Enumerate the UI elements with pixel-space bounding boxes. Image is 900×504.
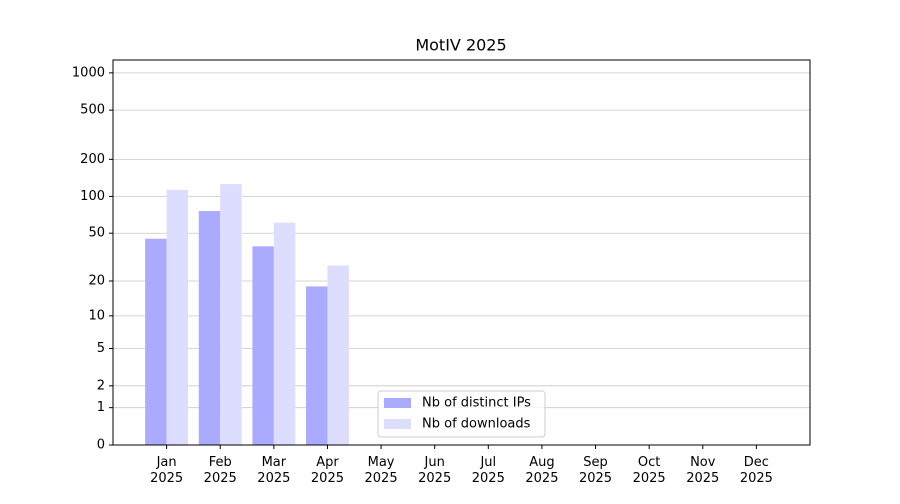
x-tick-label: Feb 2025 [204, 455, 237, 486]
x-tick-label: May 2025 [365, 455, 398, 486]
legend: Nb of distinct IPs Nb of downloads [377, 390, 546, 438]
bar [166, 189, 189, 445]
bar [145, 238, 167, 445]
x-tick-label: Sep 2025 [579, 455, 612, 486]
x-tick-label: Jun 2025 [418, 455, 451, 486]
x-tick-label: Dec 2025 [740, 455, 773, 486]
bar [327, 265, 349, 445]
x-tick-label: Aug 2025 [525, 455, 558, 486]
y-tick-label: 5 [97, 341, 105, 356]
y-tick-label: 0 [97, 438, 105, 453]
plot-frame [112, 59, 811, 446]
bar [273, 222, 296, 445]
bar [220, 184, 242, 446]
bar [198, 211, 221, 445]
y-tick-label: 200 [80, 152, 105, 167]
y-tick-label: 10 [88, 308, 105, 323]
chart-title: MotIV 2025 [415, 36, 506, 55]
x-tick-label: Mar 2025 [257, 455, 290, 486]
y-tick-label: 1000 [72, 65, 105, 80]
x-tick-label: Jul 2025 [472, 455, 505, 486]
y-tick-label: 20 [88, 274, 105, 289]
x-tick-label: Nov 2025 [686, 455, 719, 486]
legend-box [377, 390, 546, 438]
legend-swatch [384, 398, 411, 408]
bar [306, 286, 328, 445]
y-tick-label: 50 [88, 226, 105, 241]
y-tick-label: 100 [80, 189, 105, 204]
x-tick-label: Apr 2025 [311, 455, 344, 486]
x-tick-label: Oct 2025 [633, 455, 666, 486]
legend-label: Nb of downloads [422, 417, 531, 432]
legend-swatch [384, 419, 411, 429]
x-tick-label: Jan 2025 [150, 455, 183, 486]
y-tick-label: 1 [97, 400, 105, 415]
legend-label: Nb of distinct IPs [422, 396, 531, 411]
y-tick-label: 2 [97, 378, 105, 393]
bar [252, 246, 274, 445]
y-tick-label: 500 [80, 103, 105, 118]
